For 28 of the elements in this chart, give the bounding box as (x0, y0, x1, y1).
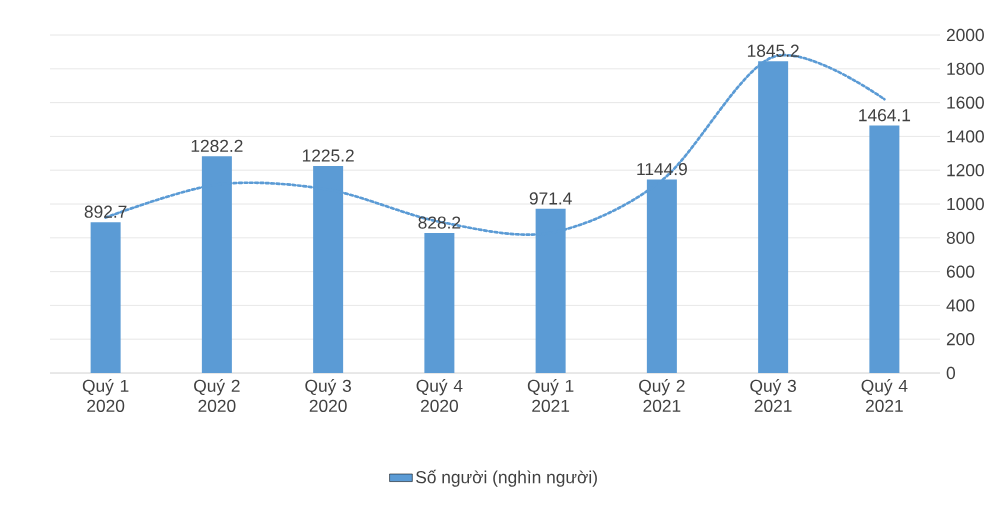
x-tick-label: Quý 3 2021 (750, 379, 796, 412)
data-label: 1282.2 (191, 139, 243, 153)
x-tick-label: Quý 3 2020 (305, 379, 351, 412)
y-tick-label: 400 (946, 299, 975, 312)
y-tick-label: 1400 (947, 130, 984, 143)
y-tick-label: 600 (946, 265, 975, 278)
y-tick-label: 1800 (947, 62, 984, 75)
x-tick-label: Quý 2 2021 (639, 379, 685, 412)
data-label: 1845.2 (747, 44, 799, 57)
y-tick-label: 0 (946, 366, 956, 380)
data-label: 1225.2 (302, 149, 354, 162)
x-tick-label: Quý 4 2021 (861, 379, 908, 412)
y-tick-label: 200 (946, 333, 975, 346)
x-tick-label: Quý 1 2021 (527, 379, 574, 412)
y-tick-label: 1600 (947, 96, 984, 109)
x-tick-label: Quý 1 2020 (82, 379, 129, 412)
bar (90, 222, 121, 373)
bar (424, 233, 455, 373)
legend-label: Số người (nghìn người) (416, 469, 597, 487)
data-label: 971.4 (529, 192, 572, 205)
x-tick-label: Quý 2 2020 (194, 379, 240, 412)
bar (869, 125, 900, 373)
y-tick-label: 2000 (946, 28, 984, 42)
x-tick-label: Quý 4 2020 (416, 379, 463, 412)
y-tick-label: 1200 (947, 164, 984, 177)
y-tick-label: 1000 (947, 197, 984, 211)
data-label: 1464.1 (859, 109, 911, 122)
y-tick-label: 800 (946, 231, 975, 244)
